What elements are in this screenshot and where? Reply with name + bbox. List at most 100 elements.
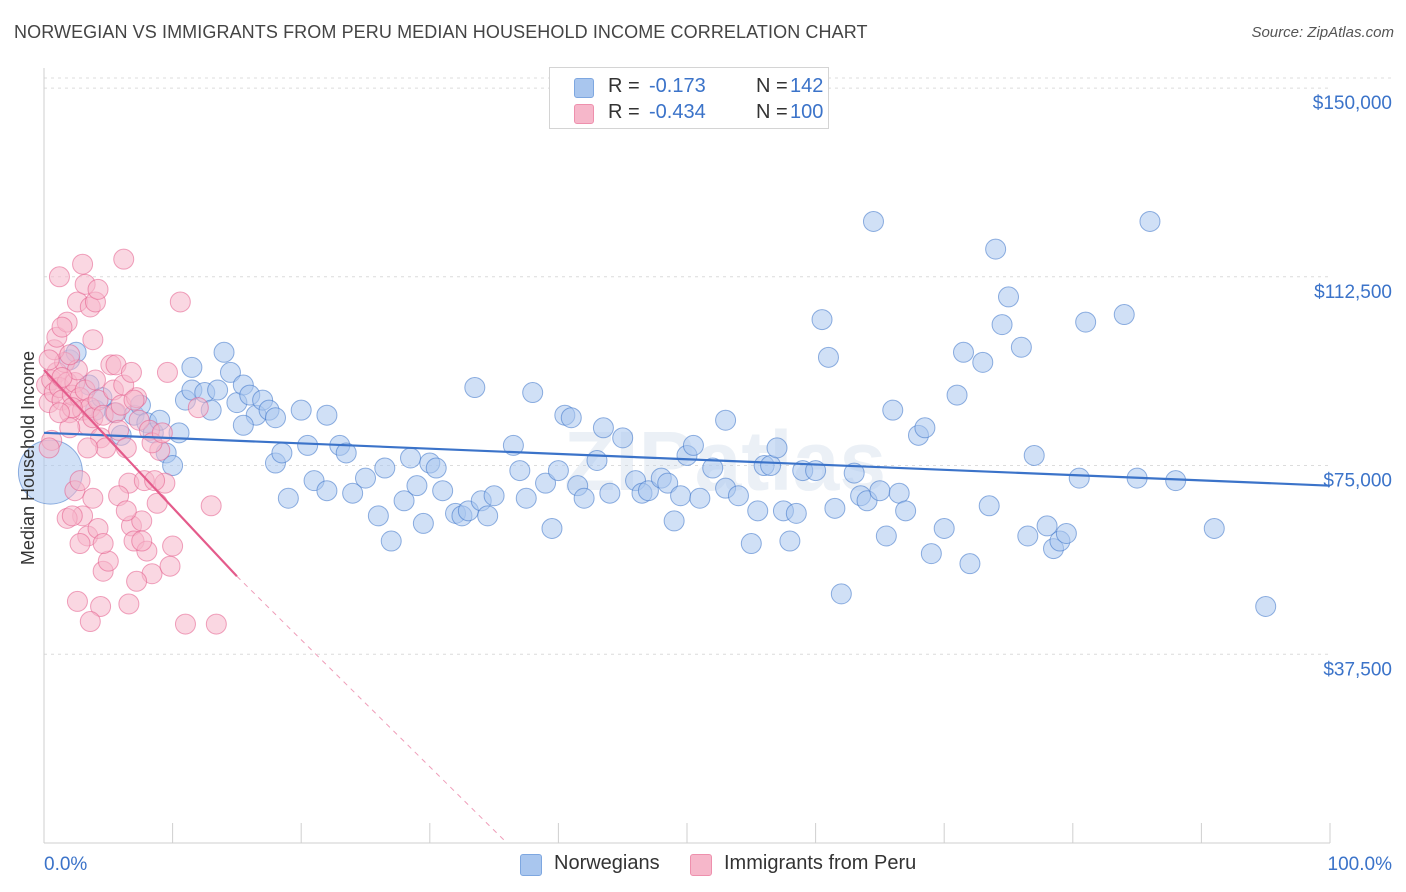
norwegian-point — [715, 409, 737, 431]
trend-layer — [43, 369, 1331, 844]
peru-point — [87, 278, 109, 300]
peru-point — [69, 533, 91, 555]
peru-point — [69, 470, 91, 492]
chart-title: NORWEGIAN VS IMMIGRANTS FROM PERU MEDIAN… — [14, 22, 868, 42]
peru-point — [82, 329, 104, 351]
peru-swatch — [690, 854, 712, 876]
peru-point — [151, 422, 173, 444]
norwegian-point — [522, 382, 544, 404]
norwegian-point — [374, 457, 396, 479]
r-label: R = — [608, 75, 640, 97]
norwegian-point — [888, 482, 910, 504]
peru-point — [156, 361, 178, 383]
norwegian-point — [290, 399, 312, 421]
peru-point — [146, 492, 168, 514]
peru-point — [169, 291, 191, 313]
norwegians-swatch — [520, 854, 542, 876]
norwegian-point — [355, 467, 376, 489]
n-label: N = — [756, 75, 788, 97]
norwegian-point — [367, 505, 389, 527]
norwegian-point — [477, 505, 499, 527]
norwegian-point — [560, 407, 582, 429]
norwegian-point — [264, 407, 286, 429]
peru-point — [48, 266, 70, 288]
peru-point — [72, 253, 94, 275]
label-layer: $37,500 $75,000 $112,500 $150,000 0.0% 100.0%… — [18, 93, 1392, 875]
norwegian-point — [991, 314, 1013, 336]
peru-point — [120, 361, 142, 383]
peru-point — [66, 590, 88, 612]
peru-point — [108, 419, 130, 441]
norwegian-point — [547, 460, 569, 482]
norwegian-point — [380, 530, 402, 552]
y-tick-label: $112,500 — [1314, 282, 1392, 303]
norwegian-point — [213, 341, 235, 363]
norwegian-point — [316, 480, 338, 502]
norwegian-point — [1017, 525, 1039, 547]
norwegians-swatch — [574, 78, 594, 98]
norwegian-point — [1139, 210, 1161, 232]
norwegian-point — [933, 517, 955, 539]
peru-point — [92, 533, 114, 555]
peru-point — [82, 487, 104, 509]
norwegian-point — [747, 500, 769, 522]
norwegian-point — [1255, 595, 1277, 617]
norwegians-trend-line — [43, 431, 1331, 487]
points-layer — [17, 210, 1277, 635]
norwegian-point — [1036, 515, 1058, 537]
peru-point — [38, 349, 60, 371]
r-label: R = — [608, 101, 640, 123]
y-tick-label: $75,000 — [1323, 471, 1392, 492]
norwegian-point — [895, 500, 917, 522]
norwegian-point — [862, 210, 884, 232]
norwegian-point — [509, 460, 531, 482]
norwegian-point — [277, 487, 299, 509]
peru-point — [38, 437, 60, 459]
peru-point — [115, 500, 137, 522]
norwegian-point — [998, 286, 1019, 308]
peru-trend-extension — [236, 575, 508, 844]
norwegian-point — [689, 487, 711, 509]
peru-point — [174, 613, 196, 635]
norwegian-point — [978, 495, 1000, 517]
norwegian-point — [952, 341, 974, 363]
norwegian-point — [875, 525, 897, 547]
peru-point — [84, 369, 106, 391]
norwegian-point — [920, 543, 942, 565]
norwegian-point — [766, 437, 788, 459]
norwegian-point — [599, 482, 621, 504]
norwegian-point — [412, 512, 434, 534]
norwegian-point — [535, 472, 557, 494]
y-tick-label: $150,000 — [1313, 93, 1392, 114]
norwegian-point — [586, 450, 608, 471]
norwegian-point — [515, 487, 537, 509]
peru-point — [144, 470, 166, 492]
norwegian-point — [1068, 467, 1090, 489]
norwegian-point — [830, 583, 852, 605]
norwegian-point — [682, 434, 704, 456]
peru-point — [79, 611, 101, 633]
norwegian-point — [1010, 336, 1032, 358]
peru-point — [77, 437, 99, 459]
peru-point — [187, 397, 209, 419]
norwegian-point — [406, 475, 428, 497]
norwegian-point — [207, 379, 229, 401]
n-value: 142 — [790, 75, 824, 97]
norwegian-point — [592, 417, 614, 439]
norwegian-point — [779, 530, 801, 552]
norwegian-point — [541, 517, 563, 539]
norwegian-point — [1075, 311, 1097, 333]
peru-point — [51, 316, 73, 338]
norwegian-point — [670, 485, 692, 507]
norwegian-point — [1055, 522, 1077, 544]
peru-point — [205, 613, 227, 635]
peru-point — [97, 550, 119, 572]
norwegian-point — [811, 309, 833, 331]
norwegian-point — [232, 414, 254, 436]
norwegian-point — [612, 427, 634, 449]
norwegian-point — [432, 480, 454, 502]
norwegian-point — [882, 399, 904, 421]
peru-trend-line — [43, 369, 238, 578]
norwegian-point — [464, 377, 486, 399]
